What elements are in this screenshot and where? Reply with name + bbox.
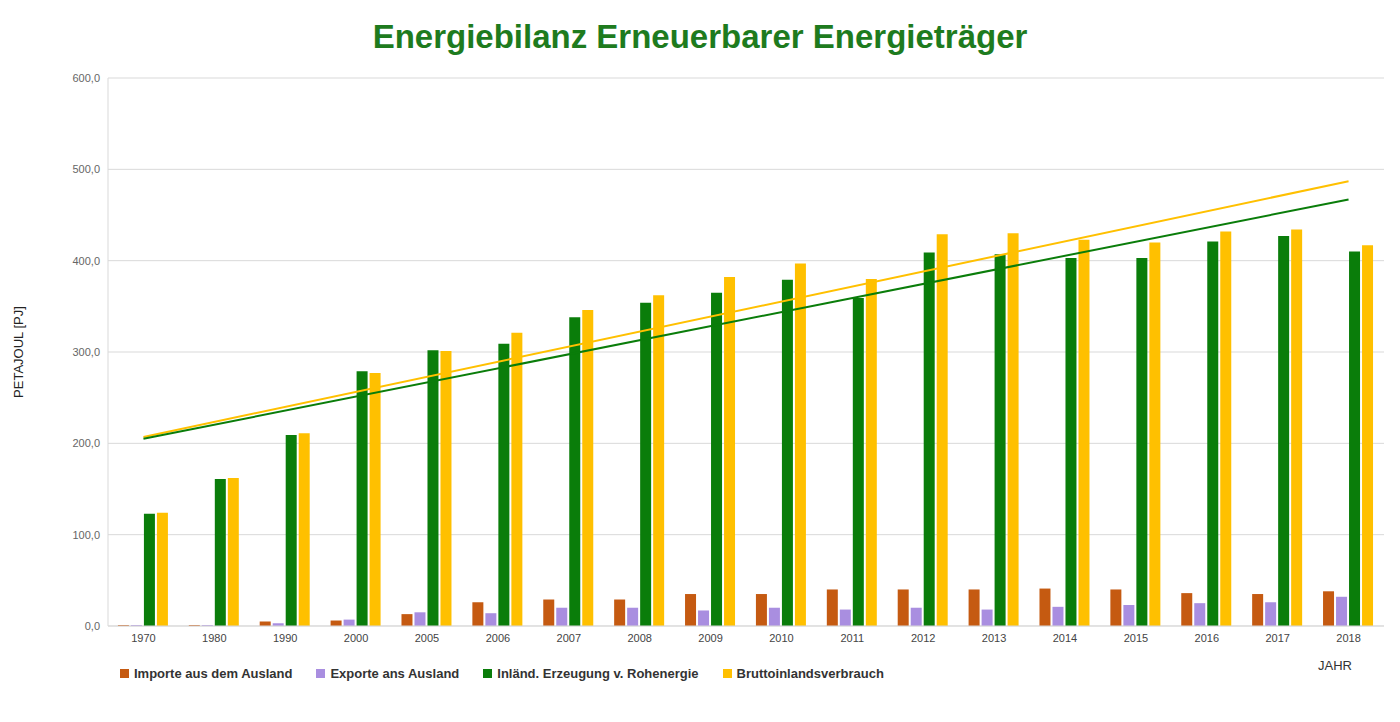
svg-text:300,0: 300,0 [72, 346, 100, 358]
svg-text:2007: 2007 [557, 632, 581, 644]
svg-text:2015: 2015 [1124, 632, 1148, 644]
svg-text:2009: 2009 [698, 632, 722, 644]
svg-text:2006: 2006 [486, 632, 510, 644]
svg-text:1990: 1990 [273, 632, 297, 644]
svg-text:200,0: 200,0 [72, 437, 100, 449]
html-text:Energiebilanz Erneuerbarer Ene: Energiebilanz Erneuerbarer Energieträger [372, 18, 1028, 55]
svg-text:2016: 2016 [1195, 632, 1219, 644]
svg-text:2008: 2008 [627, 632, 651, 644]
svg-text:100,0: 100,0 [72, 529, 100, 541]
svg-text:1970: 1970 [131, 632, 155, 644]
svg-text:2012: 2012 [911, 632, 935, 644]
svg-text:2000: 2000 [344, 632, 368, 644]
svg-text:PETAJOUL [PJ]: PETAJOUL [PJ] [11, 306, 26, 398]
svg-text:2011: 2011 [841, 632, 865, 644]
svg-text:2017: 2017 [1265, 632, 1289, 644]
svg-text:2010: 2010 [769, 632, 793, 644]
svg-text:2018: 2018 [1336, 632, 1360, 644]
html-text:Importe aus dem Ausland: Importe aus dem Ausland [134, 666, 293, 681]
svg-text:1980: 1980 [202, 632, 226, 644]
svg-text:2005: 2005 [415, 632, 439, 644]
svg-text:2014: 2014 [1053, 632, 1077, 644]
html-text:JAHR: JAHR [1318, 658, 1352, 673]
svg-text:2013: 2013 [982, 632, 1006, 644]
svg-text:0,0: 0,0 [85, 620, 100, 632]
svg-text:600,0: 600,0 [72, 72, 100, 84]
svg-text:400,0: 400,0 [72, 255, 100, 267]
html-text:Exporte ans Ausland: Exporte ans Ausland [330, 666, 460, 681]
svg-text:500,0: 500,0 [72, 163, 100, 175]
html-text:Bruttoinlandsverbrauch: Bruttoinlandsverbrauch [736, 666, 884, 681]
html-text:Inländ. Erzeugung v. Rohenergi: Inländ. Erzeugung v. Rohenergie [497, 666, 699, 681]
